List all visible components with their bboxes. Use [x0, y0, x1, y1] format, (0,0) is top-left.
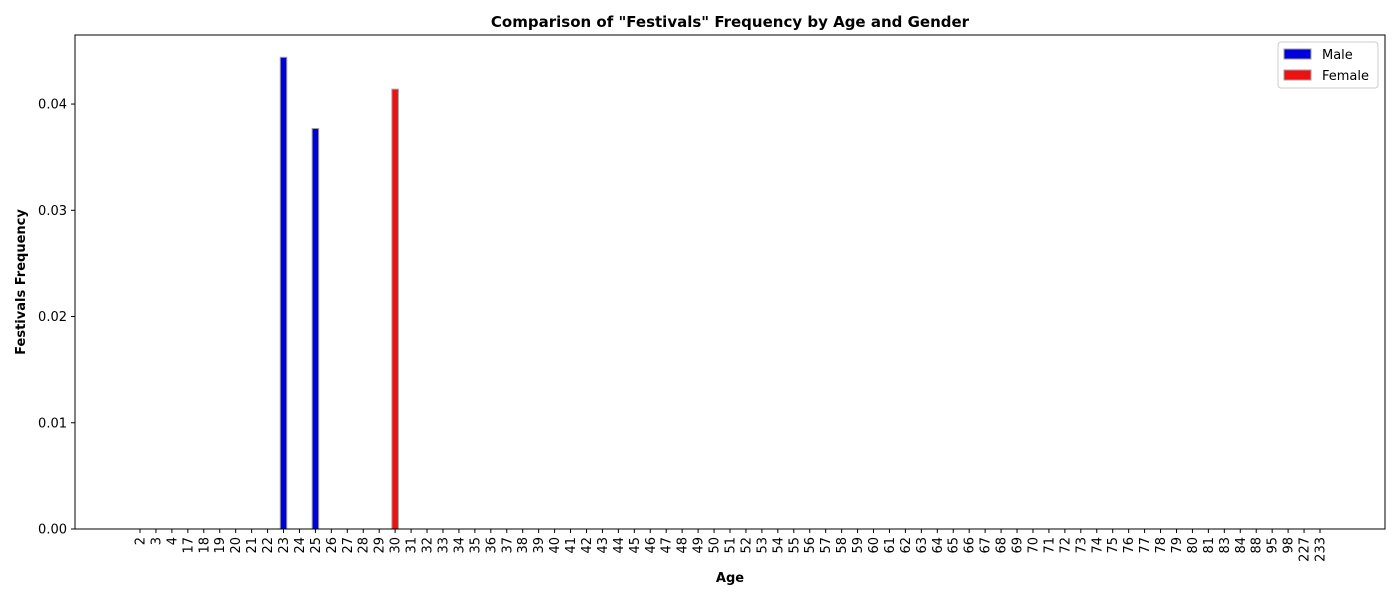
plot-frame: [74, 34, 1386, 530]
y-axis-label: Festivals Frequency: [14, 209, 29, 355]
legend-swatch-female: [1283, 69, 1312, 81]
x-tick-label: 3: [149, 537, 164, 545]
y-tick-label: 0.04: [38, 98, 67, 113]
legend-label-female: Female: [1322, 69, 1369, 84]
x-tick-label: 55: [787, 537, 802, 554]
x-tick-label: 78: [1154, 537, 1169, 554]
x-tick-label: 72: [1058, 537, 1073, 554]
x-tick-label: 34: [452, 537, 467, 554]
x-tick-label: 56: [803, 537, 818, 554]
y-tick-label: 0.03: [38, 204, 67, 219]
x-tick-label: 4: [165, 537, 180, 545]
x-tick-label: 53: [755, 537, 770, 554]
x-tick-label: 45: [628, 537, 643, 554]
x-tick-label: 61: [883, 537, 898, 554]
x-tick-label: 98: [1282, 537, 1297, 554]
x-tick-label: 49: [692, 537, 707, 554]
x-tick-label: 28: [357, 537, 372, 554]
x-tick-label: 75: [1106, 537, 1121, 554]
x-tick-label: 88: [1250, 537, 1265, 554]
x-tick-label: 31: [405, 537, 420, 554]
x-tick-label: 68: [995, 537, 1010, 554]
y-tick-label: 0.02: [38, 310, 67, 325]
x-tick-label: 46: [644, 537, 659, 554]
x-tick-label: 64: [931, 537, 946, 554]
x-tick-label: 23: [277, 537, 292, 554]
plot-area: 0.000.010.020.030.042 3 4 17 18 19 20 21 22 23 24 2…: [38, 34, 1386, 562]
x-tick-label: 50: [708, 537, 723, 554]
x-tick-label: 74: [1090, 537, 1105, 554]
x-tick-label: 80: [1186, 537, 1201, 554]
x-tick-label: 59: [851, 537, 866, 554]
x-tick-label: 83: [1218, 537, 1233, 554]
x-tick-label: 39: [532, 537, 547, 554]
x-tick-label: 17: [181, 537, 196, 554]
x-tick-label: 65: [947, 537, 962, 554]
x-tick-label: 40: [548, 537, 563, 554]
x-tick-label: 84: [1234, 537, 1249, 554]
x-tick-label: 21: [245, 537, 260, 554]
x-tick-label: 95: [1266, 537, 1281, 554]
x-tick-label: 20: [229, 537, 244, 554]
x-tick-label: 73: [1074, 537, 1089, 554]
legend-swatch-male: [1283, 48, 1312, 60]
x-tick-label: 2: [134, 537, 149, 545]
x-tick-label: 60: [867, 537, 882, 554]
x-tick-label: 47: [660, 537, 675, 554]
x-tick-label: 79: [1170, 537, 1185, 554]
x-tick-label: 38: [516, 537, 531, 554]
bar-male-23: [279, 56, 288, 530]
x-tick-label: 43: [596, 537, 611, 554]
x-tick-label: 41: [564, 537, 579, 554]
x-tick-label: 29: [373, 537, 388, 554]
bar-female-30: [391, 88, 399, 530]
x-tick-label: 24: [293, 537, 308, 554]
x-tick-label: 62: [899, 537, 914, 554]
legend-label-male: Male: [1322, 48, 1353, 63]
x-tick-label: 71: [1042, 537, 1057, 554]
x-tick-label: 44: [612, 537, 627, 554]
x-tick-label: 18: [197, 537, 212, 554]
x-tick-label: 81: [1202, 537, 1217, 554]
x-tick-label: 26: [325, 537, 340, 554]
x-axis-label: Age: [716, 571, 744, 586]
x-tick-label: 58: [835, 537, 850, 554]
x-tick-label: 30: [389, 537, 404, 554]
x-tick-label: 22: [261, 537, 276, 554]
y-tick-label: 0.01: [38, 416, 67, 431]
x-tick-label: 27: [341, 537, 356, 554]
x-tick-label: 70: [1026, 537, 1041, 554]
y-tick-label: 0.00: [38, 523, 67, 538]
x-tick-label: 67: [979, 537, 994, 554]
x-tick-label: 77: [1138, 537, 1153, 554]
x-tick-label: 233: [1314, 537, 1329, 562]
x-tick-label: 25: [309, 537, 324, 554]
x-tick-label: 42: [580, 537, 595, 554]
x-tick-label: 63: [915, 537, 930, 554]
x-tick-label: 36: [484, 537, 499, 554]
x-tick-label: 69: [1011, 537, 1026, 554]
x-tick-label: 52: [739, 537, 754, 554]
x-tick-label: 227: [1298, 537, 1313, 562]
x-tick-label: 66: [963, 537, 978, 554]
x-tick-label: 19: [213, 537, 228, 554]
x-tick-label: 76: [1122, 537, 1137, 554]
x-tick-label: 51: [724, 537, 739, 554]
chart-title: Comparison of "Festivals" Frequency by A…: [491, 13, 970, 31]
x-tick-label: 33: [436, 537, 451, 554]
x-tick-label: 32: [421, 537, 436, 554]
x-tick-label: 48: [676, 537, 691, 554]
x-tick-label: 35: [468, 537, 483, 554]
x-tick-label: 57: [819, 537, 834, 554]
x-tick-label: 37: [500, 537, 515, 554]
legend: Male Female: [1277, 41, 1379, 89]
bar-male-25: [311, 127, 320, 530]
x-tick-label: 54: [771, 537, 786, 554]
